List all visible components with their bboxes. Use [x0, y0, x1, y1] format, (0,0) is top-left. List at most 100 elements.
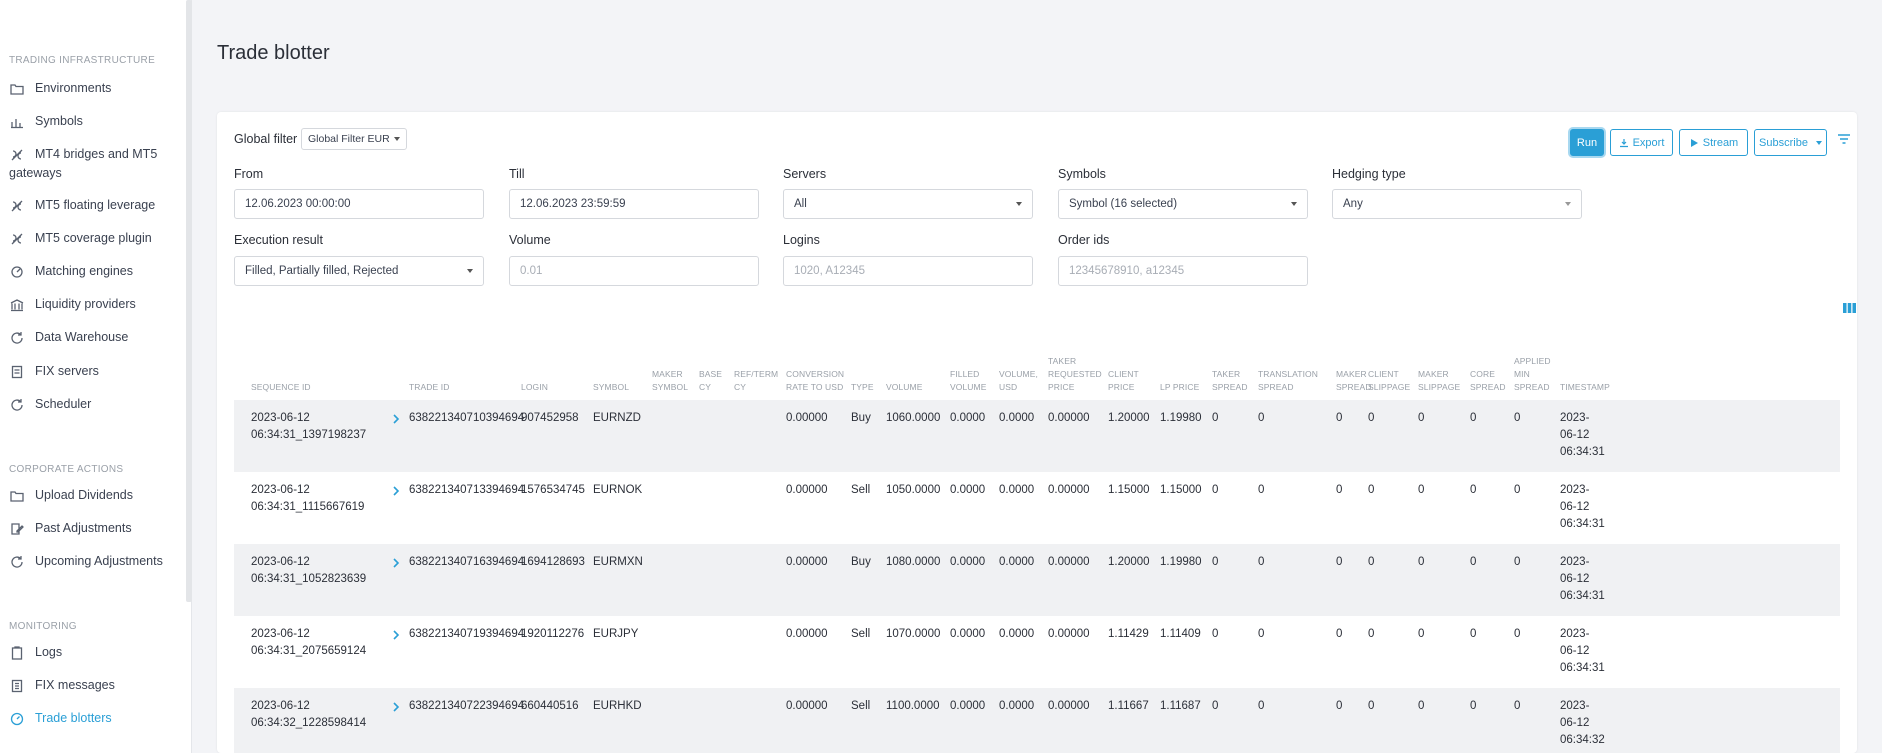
execution-result-select[interactable]: Filled, Partially filled, Rejected — [234, 256, 484, 286]
lp-price-cell: 1.11687 — [1160, 700, 1201, 712]
client-slip-cell: 0 — [1368, 484, 1375, 496]
column-header[interactable]: TYPE — [851, 381, 874, 394]
column-header-line: APPLIED — [1514, 356, 1551, 366]
sidebar-item-data-warehouse[interactable]: Data Warehouse — [9, 328, 179, 347]
column-header[interactable]: CORE SPREAD — [1470, 368, 1506, 394]
column-header[interactable]: SYMBOL — [593, 381, 629, 394]
sidebar-item-matching-engines[interactable]: Matching engines — [9, 262, 179, 281]
chevron-right-icon[interactable] — [391, 629, 401, 641]
table-row[interactable]: 2023-06-12 06:34:31_1115667619 63822134071… — [234, 472, 1840, 544]
chevron-right-icon[interactable] — [391, 701, 401, 713]
column-header[interactable]: TAKER REQUESTED PRICE — [1048, 355, 1102, 394]
sidebar-item-mt4-bridges[interactable]: MT4 bridges and MT5 gateways — [9, 145, 179, 183]
sidebar-item-mt5-coverage-plugin[interactable]: MT5 coverage plugin — [9, 229, 179, 248]
column-header[interactable]: REF/TERM CY — [734, 368, 778, 394]
column-header[interactable]: TIMESTAMP — [1560, 381, 1610, 394]
column-header[interactable]: CLIENT PRICE — [1108, 368, 1139, 394]
table-row[interactable]: 2023-06-12 06:34:32_1228598414 63822134072… — [234, 688, 1840, 753]
column-header[interactable]: MAKER SPREAD — [1336, 368, 1372, 394]
sidebar-item-environments[interactable]: Environments — [9, 79, 179, 98]
column-header[interactable]: VOLUME — [886, 381, 923, 394]
chevron-right-icon[interactable] — [391, 557, 401, 569]
taker-price-cell: 0.00000 — [1048, 628, 1090, 640]
sidebar-item-upcoming-adjustments[interactable]: Upcoming Adjustments — [9, 552, 179, 571]
sidebar-item-upload-dividends[interactable]: Upload Dividends — [9, 486, 179, 505]
column-header-line: BASE — [699, 369, 723, 379]
timestamp-line: 06-12 — [1560, 501, 1590, 513]
folder-icon — [9, 488, 25, 504]
sidebar-item-logs[interactable]: Logs — [9, 643, 179, 662]
table-row[interactable]: 2023-06-12 06:34:31_2075659124 63822134071… — [234, 616, 1840, 688]
global-filter-select[interactable]: Global Filter EUR — [301, 128, 407, 150]
run-button[interactable]: Run — [1570, 129, 1604, 156]
from-value: 12.06.2023 00:00:00 — [245, 198, 351, 210]
sidebar-item-fix-servers[interactable]: FIX servers — [9, 362, 179, 381]
sequence-id-cell: 2023-06-12 06:34:32_1228598414 — [251, 698, 366, 732]
till-input[interactable]: 12.06.2023 23:59:59 — [509, 189, 759, 219]
global-filter-label: Global filter — [234, 132, 298, 146]
symbol-cell: EURMXN — [593, 556, 643, 568]
transl-spread-cell: 0 — [1258, 700, 1265, 712]
sidebar-item-fix-messages[interactable]: FIX messages — [9, 676, 179, 695]
execution-result-value: Filled, Partially filled, Rejected — [245, 265, 399, 277]
column-header-line: VOLUME, — [999, 369, 1038, 379]
column-header[interactable]: APPLIED MIN SPREAD — [1514, 355, 1551, 394]
column-header[interactable]: VOLUME, USD — [999, 368, 1038, 394]
column-header-line: SPREAD — [1514, 382, 1550, 392]
sequence-id-cell: 2023-06-12 06:34:31_1052823639 — [251, 554, 366, 588]
column-header[interactable]: LOGIN — [521, 381, 548, 394]
taker-spread-cell: 0 — [1212, 628, 1219, 640]
column-header[interactable]: TAKER SPREAD — [1212, 368, 1248, 394]
column-header[interactable]: CLIENT SLIPPAGE — [1368, 368, 1410, 394]
sidebar-item-mt5-floating-leverage[interactable]: MT5 floating leverage — [9, 196, 179, 215]
column-header[interactable]: CONVERSION RATE TO USD — [786, 368, 844, 394]
volume-cell: 1080.0000 — [886, 556, 941, 568]
chevron-right-icon[interactable] — [391, 413, 401, 425]
client-price-cell: 1.20000 — [1108, 412, 1150, 424]
stream-button[interactable]: Stream — [1679, 129, 1748, 156]
servers-label: Servers — [783, 167, 827, 181]
sidebar-item-past-adjustments[interactable]: Past Adjustments — [9, 519, 179, 538]
run-label: Run — [1576, 136, 1598, 149]
chevron-down-icon — [1291, 202, 1297, 206]
column-header-line: CLIENT — [1108, 369, 1139, 379]
servers-select[interactable]: All — [783, 189, 1033, 219]
column-header-line: MAKER — [652, 369, 683, 379]
column-header[interactable]: FILLED VOLUME — [950, 368, 987, 394]
column-header[interactable]: MAKER SLIPPAGE — [1418, 368, 1460, 394]
transl-spread-cell: 0 — [1258, 412, 1265, 424]
play-icon — [1690, 138, 1698, 147]
column-header[interactable]: TRADE ID — [409, 381, 449, 394]
hedging-type-select[interactable]: Any — [1332, 189, 1582, 219]
sidebar-item-liquidity-providers[interactable]: Liquidity providers — [9, 295, 179, 314]
chevron-down-icon — [1016, 202, 1022, 206]
filter-icon[interactable] — [1837, 132, 1851, 146]
column-header[interactable]: TRANSLATION SPREAD — [1258, 368, 1318, 394]
symbols-select[interactable]: Symbol (16 selected) — [1058, 189, 1308, 219]
sidebar-scrollbar[interactable] — [186, 0, 192, 602]
table-row[interactable]: 2023-06-12 06:34:31_1397198237 63822134071… — [234, 400, 1840, 472]
chevron-right-icon[interactable] — [391, 485, 401, 497]
column-header[interactable]: LP PRICE — [1160, 381, 1199, 394]
subscribe-button[interactable]: Subscribe — [1754, 129, 1827, 156]
vol-usd-cell: 0.0000 — [999, 556, 1035, 568]
column-header-line: VOLUME — [886, 382, 923, 392]
logins-input[interactable]: 1020, A12345 — [783, 256, 1033, 286]
from-input[interactable]: 12.06.2023 00:00:00 — [234, 189, 484, 219]
subscribe-label: Subscribe — [1759, 136, 1808, 149]
columns-icon[interactable] — [1843, 303, 1856, 313]
timestamp-line: 06:34:31 — [1560, 446, 1605, 458]
sidebar-item-scheduler[interactable]: Scheduler — [9, 395, 179, 414]
export-button[interactable]: Export — [1610, 129, 1673, 156]
column-header[interactable]: SEQUENCE ID — [251, 381, 311, 394]
column-header-line: SPREAD — [1336, 382, 1372, 392]
sidebar-item-trade-blotters[interactable]: Trade blotters — [9, 709, 179, 728]
column-header[interactable]: MAKER SYMBOL — [652, 368, 688, 394]
volume-input[interactable]: 0.01 — [509, 256, 759, 286]
order-ids-input[interactable]: 12345678910, a12345 — [1058, 256, 1308, 286]
table-row[interactable]: 2023-06-12 06:34:31_1052823639 63822134071… — [234, 544, 1840, 616]
column-header-line: TRANSLATION — [1258, 369, 1318, 379]
column-header[interactable]: BASE CY — [699, 368, 722, 394]
sidebar-item-symbols[interactable]: Symbols — [9, 112, 179, 131]
volume-cell: 1100.0000 — [886, 700, 940, 712]
